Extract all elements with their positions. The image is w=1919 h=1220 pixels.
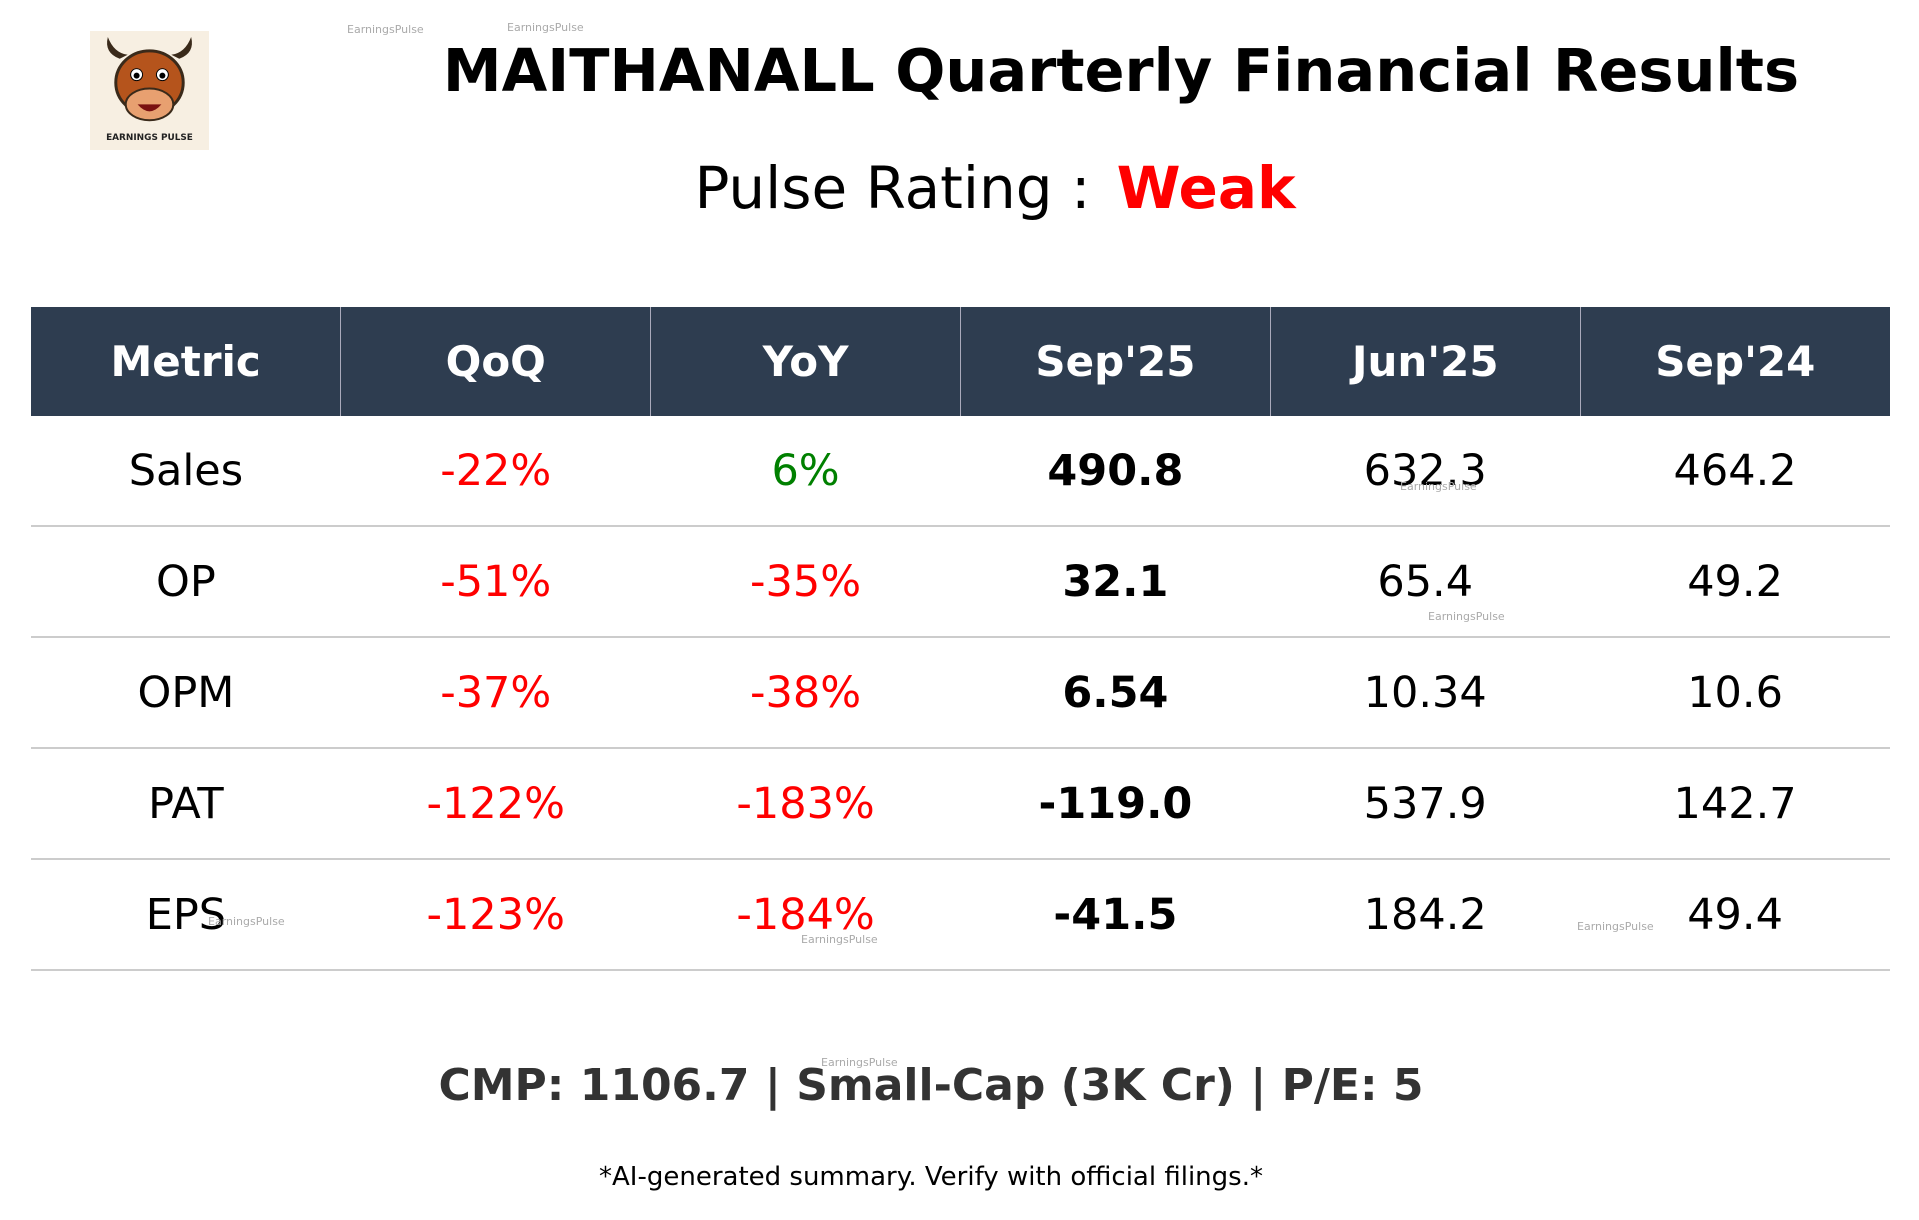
column-header: QoQ — [340, 307, 651, 416]
disclaimer: *AI-generated summary. Verify with offic… — [599, 1162, 1263, 1192]
table-cell: 6% — [650, 416, 961, 527]
column-header: Metric — [31, 307, 341, 416]
table-cell: -35% — [650, 526, 961, 638]
metric-name: PAT — [31, 748, 341, 860]
logo: EARNINGS PULSE — [90, 31, 209, 150]
summary: CMP: 1106.7 | Small-Cap (3K Cr) | P/E: 5 — [438, 1060, 1424, 1111]
watermark: EarningsPulse — [1400, 480, 1477, 493]
column-header: Sep'25 — [959, 307, 1271, 416]
metric-name: Sales — [31, 416, 341, 527]
table-cell: -184% — [650, 859, 961, 971]
rating-value: Weak — [1116, 154, 1296, 222]
table-cell: 490.8 — [960, 416, 1271, 527]
table-cell: 65.4 — [1270, 526, 1581, 638]
table-cell: -37% — [340, 637, 651, 749]
watermark: EarningsPulse — [347, 23, 424, 36]
table-cell: -183% — [650, 748, 961, 860]
table-cell: -51% — [340, 526, 651, 638]
table-cell: 49.2 — [1580, 526, 1890, 638]
logo-caption: EARNINGS PULSE — [106, 133, 193, 143]
table-cell: -38% — [650, 637, 961, 749]
column-header: Sep'24 — [1579, 307, 1890, 416]
watermark: EarningsPulse — [801, 933, 878, 946]
table-row: OP -51% -35% 32.1 65.4 49.2 — [31, 526, 1890, 638]
table-cell: 6.54 — [960, 637, 1271, 749]
table-row: Sales -22% 6% 490.8 632.3 464.2 — [31, 416, 1890, 527]
table-cell: 49.4 — [1580, 859, 1890, 971]
table-cell: -41.5 — [960, 859, 1271, 971]
table-cell: 632.3 — [1270, 416, 1581, 527]
column-header: YoY — [650, 307, 961, 416]
table-cell: 10.6 — [1580, 637, 1890, 749]
metric-name: EPS — [31, 859, 341, 971]
table-cell: 142.7 — [1580, 748, 1890, 860]
table-cell: -123% — [340, 859, 651, 971]
watermark: EarningsPulse — [507, 21, 584, 34]
table-cell: 32.1 — [960, 526, 1271, 638]
watermark: EarningsPulse — [1428, 610, 1505, 623]
table-cell: -22% — [340, 416, 651, 527]
table-row: EPS -123% -184% -41.5 184.2 49.4 — [31, 859, 1890, 971]
rating-line: Pulse Rating : Weak — [0, 154, 1919, 222]
table-cell: 184.2 — [1270, 859, 1581, 971]
title: MAITHANALL Quarterly Financial Results — [442, 36, 1800, 105]
rating-label: Pulse Rating : — [694, 154, 1091, 222]
table-row: OPM -37% -38% 6.54 10.34 10.6 — [31, 637, 1890, 749]
watermark: EarningsPulse — [821, 1056, 898, 1069]
table-cell: -119.0 — [960, 748, 1271, 860]
column-header: Jun'25 — [1269, 307, 1581, 416]
table-cell: 10.34 — [1270, 637, 1581, 749]
watermark: EarningsPulse — [208, 915, 285, 928]
metric-name: OPM — [31, 637, 341, 749]
watermark: EarningsPulse — [1577, 920, 1654, 933]
table-row: PAT -122% -183% -119.0 537.9 142.7 — [31, 748, 1890, 860]
table-cell: 464.2 — [1580, 416, 1890, 527]
table-cell: 537.9 — [1270, 748, 1581, 860]
table-cell: -122% — [340, 748, 651, 860]
metric-name: OP — [31, 526, 341, 638]
results-table: Metric QoQ YoY Sep'25 Jun'25 Sep'24 Sales -22% 6… — [31, 307, 1890, 971]
